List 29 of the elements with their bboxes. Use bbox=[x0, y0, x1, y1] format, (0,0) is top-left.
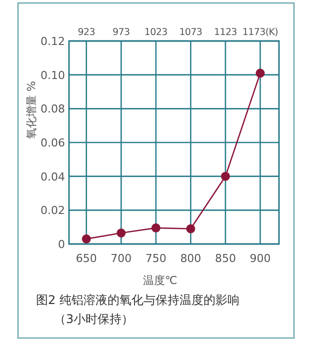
x-tick-label: 750 bbox=[145, 252, 166, 265]
x2-tick-label: 1073 bbox=[179, 27, 202, 38]
x-tick-label: 800 bbox=[180, 252, 202, 265]
y-tick-label: 0.08 bbox=[40, 102, 65, 116]
x-tick-label: 900 bbox=[250, 252, 271, 265]
y-tick-label: 0.06 bbox=[40, 136, 65, 150]
point bbox=[151, 223, 160, 232]
x2-tick-label: 1023 bbox=[144, 27, 168, 38]
point bbox=[220, 172, 230, 181]
y-tick-label: 0.02 bbox=[40, 204, 65, 218]
x2-tick-label: 923 bbox=[78, 27, 96, 38]
y-tick-label: 0.12 bbox=[40, 35, 65, 48]
y-axis-title: 氧化增量 % bbox=[25, 81, 38, 139]
x2-tick-label: 1123 bbox=[214, 27, 238, 38]
text: （3小时保持） bbox=[54, 312, 134, 326]
point bbox=[186, 224, 196, 234]
point bbox=[256, 68, 265, 78]
y-tick-label: 0.04 bbox=[40, 170, 65, 184]
x2-tick-label: 973 bbox=[112, 27, 130, 38]
caption: 图2 纯铝溶液的氧化与保持温度的影响 bbox=[36, 293, 240, 307]
point bbox=[82, 234, 91, 244]
x-axis-title: 温度℃ bbox=[142, 274, 178, 287]
x-tick-label: 700 bbox=[110, 252, 132, 265]
y-tick-label: 0 bbox=[58, 238, 65, 251]
y-tick-label: 0.10 bbox=[40, 68, 65, 82]
x2-tick-label: 1173(K) bbox=[242, 27, 278, 38]
x-tick-label: 850 bbox=[214, 252, 236, 265]
x-tick-label: 650 bbox=[76, 252, 97, 265]
point bbox=[116, 228, 126, 238]
